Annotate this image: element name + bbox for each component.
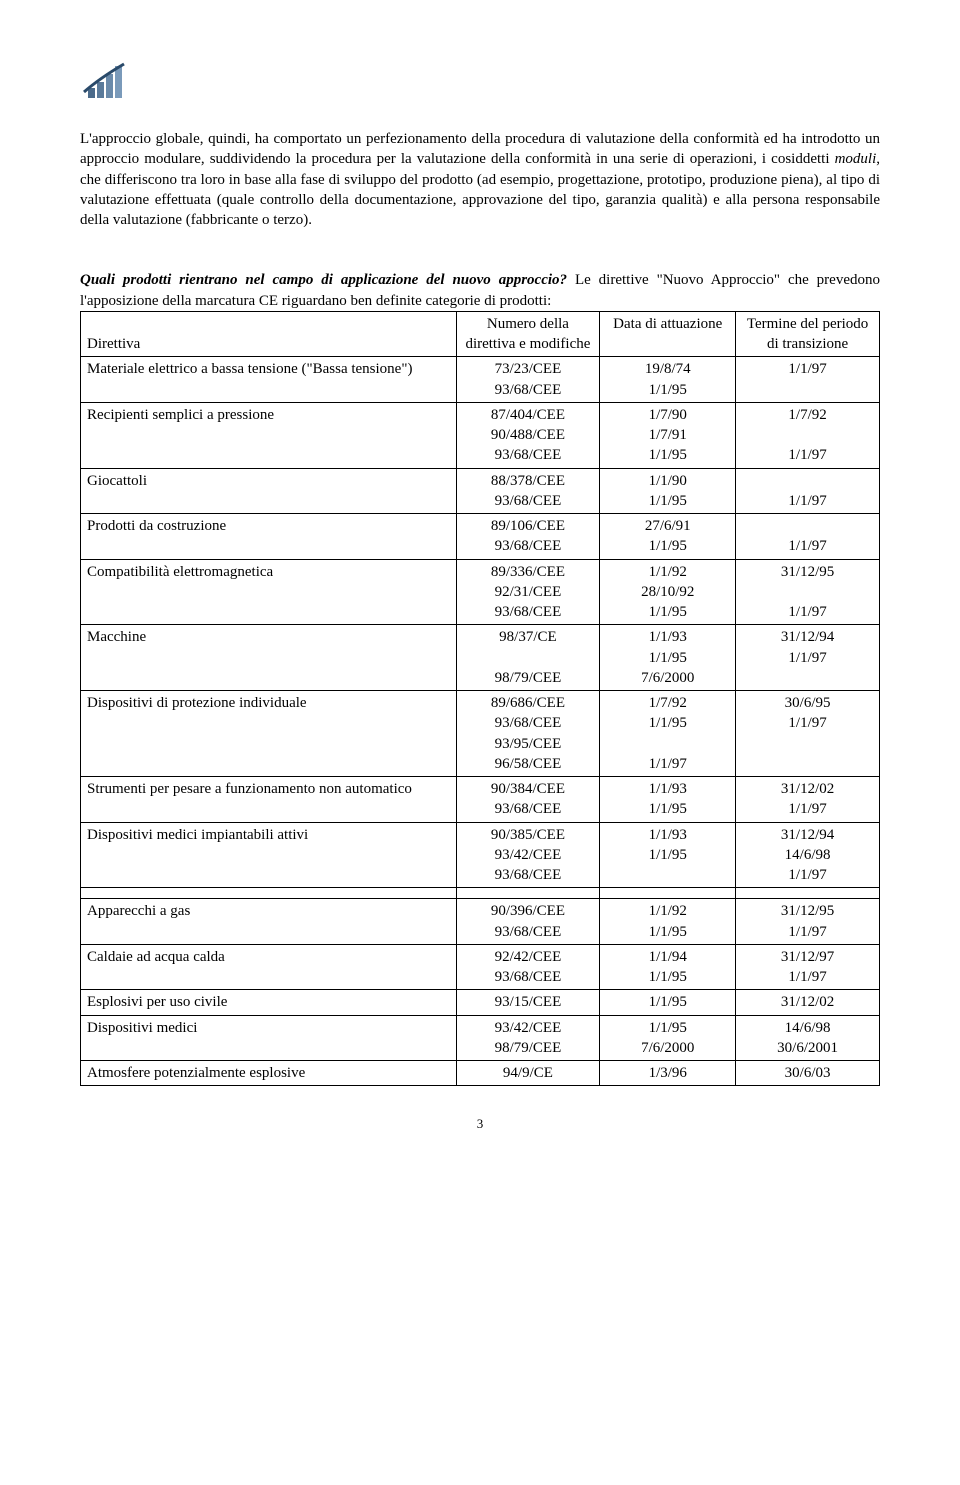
table-row: Giocattoli88/378/CEE93/68/CEE1/1/901/1/9… [81,468,880,514]
table-row: Recipienti semplici a pressione87/404/CE… [81,402,880,468]
table-row: Materiale elettrico a bassa tensione ("B… [81,357,880,403]
cell-termine: 31/12/021/1/97 [736,777,880,823]
cell-direttiva: Dispositivi medici [81,1015,457,1061]
cell-termine: 31/12/971/1/97 [736,944,880,990]
cell-data: 1/7/901/7/911/1/95 [600,402,736,468]
table-row: Macchine98/37/CE98/79/CEE1/1/931/1/957/6… [81,625,880,691]
cell-numero: 93/42/CEE98/79/CEE [456,1015,600,1061]
logo-icon [80,60,880,109]
cell-data: 1/1/921/1/95 [600,899,736,945]
cell-numero: 88/378/CEE93/68/CEE [456,468,600,514]
heading-bold: Quali prodotti rientrano nel campo di ap… [80,272,567,288]
cell-numero: 89/686/CEE93/68/CEE93/95/CEE96/58/CEE [456,691,600,777]
para1-italic: moduli [835,151,877,167]
cell-direttiva: Recipienti semplici a pressione [81,402,457,468]
cell-numero: 90/396/CEE93/68/CEE [456,899,600,945]
cell-data: 1/3/96 [600,1061,736,1086]
table-gap-row [81,888,880,899]
cell-numero: 89/336/CEE92/31/CEE93/68/CEE [456,559,600,625]
cell-data: 1/1/931/1/95 [600,822,736,888]
cell-termine: 1/1/97 [736,468,880,514]
cell-direttiva: Macchine [81,625,457,691]
table-row: Compatibilità elettromagnetica89/336/CEE… [81,559,880,625]
para1-a: L'approccio globale, quindi, ha comporta… [80,131,880,167]
cell-data: 1/1/901/1/95 [600,468,736,514]
cell-termine: 1/1/97 [736,357,880,403]
cell-direttiva: Dispositivi medici impiantabili attivi [81,822,457,888]
cell-numero: 89/106/CEE93/68/CEE [456,514,600,560]
cell-termine: 31/12/02 [736,990,880,1015]
table-row: Apparecchi a gas90/396/CEE93/68/CEE1/1/9… [81,899,880,945]
cell-data: 1/1/95 [600,990,736,1015]
cell-direttiva: Dispositivi di protezione individuale [81,691,457,777]
cell-termine: 1/1/97 [736,514,880,560]
cell-data: 27/6/911/1/95 [600,514,736,560]
table-row: Caldaie ad acqua calda92/42/CEE93/68/CEE… [81,944,880,990]
cell-termine: 14/6/9830/6/2001 [736,1015,880,1061]
cell-direttiva: Giocattoli [81,468,457,514]
table-row: Esplosivi per uso civile93/15/CEE1/1/953… [81,990,880,1015]
cell-termine: 31/12/951/1/97 [736,559,880,625]
table-row: Dispositivi medici impiantabili attivi90… [81,822,880,888]
cell-numero: 90/385/CEE93/42/CEE93/68/CEE [456,822,600,888]
cell-numero: 87/404/CEE90/488/CEE93/68/CEE [456,402,600,468]
cell-termine: 31/12/9414/6/981/1/97 [736,822,880,888]
cell-numero: 90/384/CEE93/68/CEE [456,777,600,823]
cell-direttiva: Compatibilità elettromagnetica [81,559,457,625]
cell-termine: 30/6/951/1/97 [736,691,880,777]
th-termine: Termine del periodo di transizione [736,311,880,357]
paragraph-1: L'approccio globale, quindi, ha comporta… [80,129,880,230]
cell-numero: 93/15/CEE [456,990,600,1015]
cell-termine: 30/6/03 [736,1061,880,1086]
table-row: Dispositivi medici93/42/CEE98/79/CEE1/1/… [81,1015,880,1061]
page-number: 3 [80,1116,880,1132]
cell-numero: 98/37/CE98/79/CEE [456,625,600,691]
cell-numero: 92/42/CEE93/68/CEE [456,944,600,990]
th-direttiva: Direttiva [81,311,457,357]
cell-direttiva: Materiale elettrico a bassa tensione ("B… [81,357,457,403]
cell-numero: 94/9/CE [456,1061,600,1086]
table-row: Dispositivi di protezione individuale89/… [81,691,880,777]
cell-termine: 31/12/951/1/97 [736,899,880,945]
cell-data: 1/1/941/1/95 [600,944,736,990]
cell-direttiva: Strumenti per pesare a funzionamento non… [81,777,457,823]
cell-termine: 31/12/941/1/97 [736,625,880,691]
cell-data: 1/1/957/6/2000 [600,1015,736,1061]
directives-table: Direttiva Numero della direttiva e modif… [80,311,880,1087]
cell-direttiva: Prodotti da costruzione [81,514,457,560]
cell-direttiva: Atmosfere potenzialmente esplosive [81,1061,457,1086]
cell-data: 19/8/741/1/95 [600,357,736,403]
cell-data: 1/1/9228/10/921/1/95 [600,559,736,625]
cell-data: 1/1/931/1/95 [600,777,736,823]
cell-numero: 73/23/CEE93/68/CEE [456,357,600,403]
th-numero: Numero della direttiva e modifiche [456,311,600,357]
cell-direttiva: Caldaie ad acqua calda [81,944,457,990]
table-row: Strumenti per pesare a funzionamento non… [81,777,880,823]
table-row: Atmosfere potenzialmente esplosive94/9/C… [81,1061,880,1086]
cell-direttiva: Esplosivi per uso civile [81,990,457,1015]
cell-direttiva: Apparecchi a gas [81,899,457,945]
cell-termine: 1/7/921/1/97 [736,402,880,468]
cell-data: 1/7/921/1/951/1/97 [600,691,736,777]
th-data: Data di attuazione [600,311,736,357]
table-row: Prodotti da costruzione89/106/CEE93/68/C… [81,514,880,560]
heading-question: Quali prodotti rientrano nel campo di ap… [80,270,880,311]
cell-data: 1/1/931/1/957/6/2000 [600,625,736,691]
table-header-row: Direttiva Numero della direttiva e modif… [81,311,880,357]
